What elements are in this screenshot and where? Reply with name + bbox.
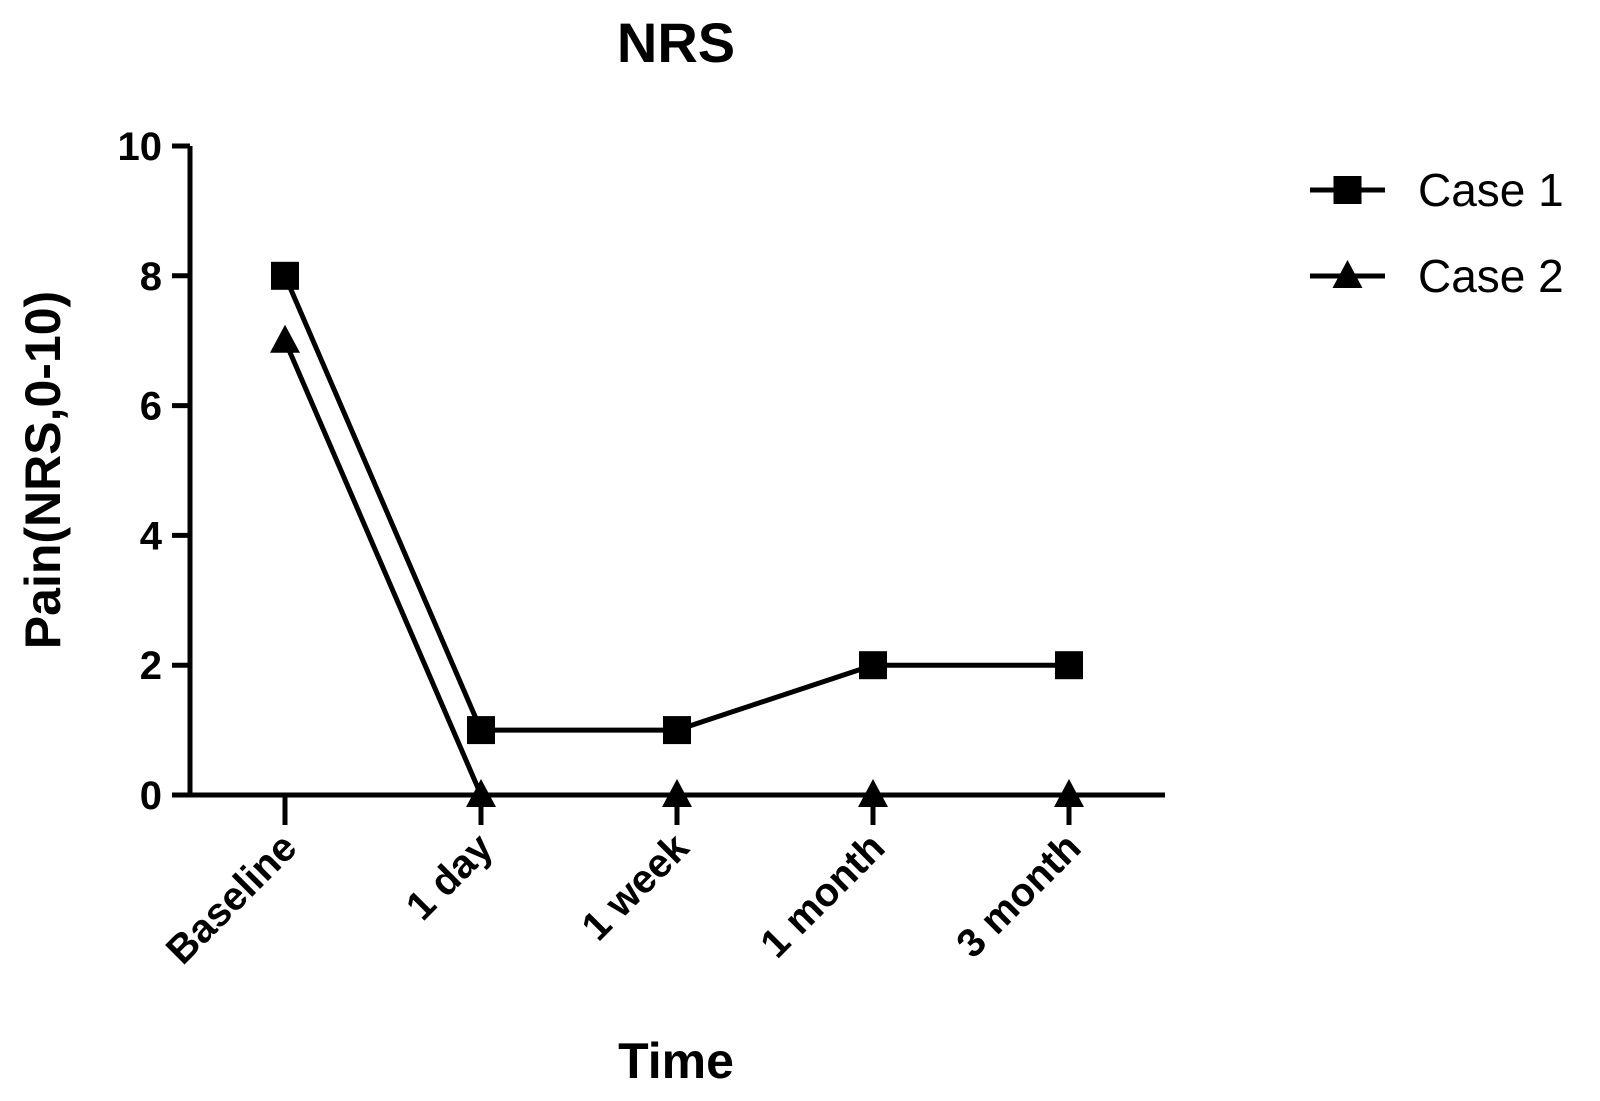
legend-item: Case 1: [1310, 164, 1564, 216]
data-point: [663, 716, 691, 745]
y-tick-label: 0: [140, 774, 162, 818]
y-tick-label: 4: [140, 514, 163, 558]
x-tick-label: 1 day: [398, 825, 502, 929]
x-axis-title: Time: [618, 1033, 734, 1089]
x-tick-label: 1 month: [752, 825, 893, 966]
x-tick-label: 1 week: [573, 825, 697, 949]
data-point: [858, 779, 888, 807]
legend: Case 1 Case 2: [1310, 164, 1564, 302]
series-2: [270, 324, 1084, 807]
y-tick-label: 2: [140, 644, 162, 688]
axes: [187, 146, 1165, 798]
y-tick-label: 10: [118, 125, 163, 169]
legend-marker: [1333, 176, 1362, 204]
data-point: [859, 651, 887, 680]
series-line: [282, 274, 1069, 733]
legend-label: Case 2: [1418, 250, 1564, 302]
x-tick-label: Baseline: [158, 825, 305, 972]
data-point: [662, 779, 692, 807]
data-point: [467, 716, 495, 745]
legend-marker: [1332, 260, 1363, 288]
x-tick-label: 3 month: [948, 825, 1089, 966]
data-point: [1054, 779, 1084, 807]
y-tick-label: 6: [140, 385, 162, 429]
y-axis-title: Pain(NRS,0-10): [15, 291, 71, 649]
data-point: [270, 324, 300, 353]
x-ticks: Baseline 1 day 1 week 1 month 3 month: [158, 795, 1089, 973]
data-point: [466, 779, 496, 807]
data-point: [1055, 651, 1083, 680]
legend-item: Case 2: [1310, 250, 1564, 302]
series-layer: [270, 261, 1084, 807]
data-point: [271, 261, 299, 290]
y-tick-label: 8: [140, 255, 162, 299]
chart-title: NRS: [617, 11, 735, 74]
legend-label: Case 1: [1418, 164, 1564, 216]
y-ticks: 0 2 4 6 8 10: [118, 125, 190, 818]
series-1: [271, 261, 1083, 745]
